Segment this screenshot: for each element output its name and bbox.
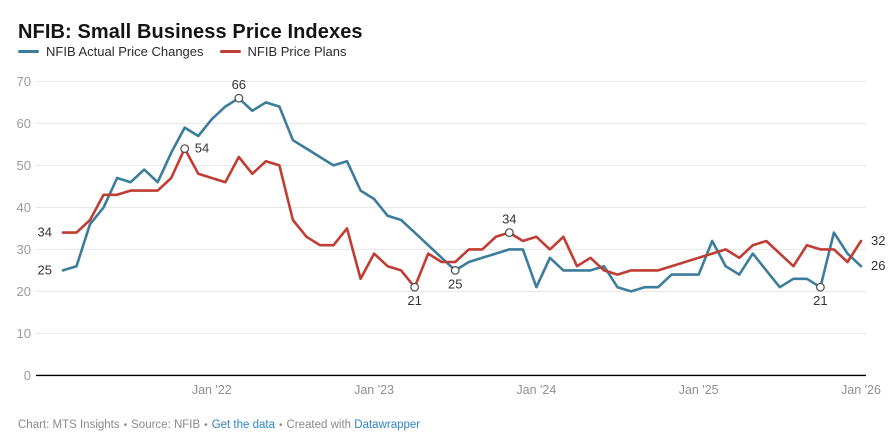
actual-price-changes-line	[61, 96, 863, 293]
y-tick-label: 0	[24, 368, 31, 383]
data-point-label: 54	[195, 141, 209, 156]
legend-label: NFIB Actual Price Changes	[46, 44, 204, 59]
data-point-label: 26	[871, 258, 885, 273]
data-point-marker	[450, 266, 460, 275]
x-tick-label: Jan '26	[841, 383, 881, 397]
data-point-label: 34	[502, 212, 516, 227]
y-tick-label: 10	[17, 326, 31, 341]
footer-created-with: Created with	[286, 419, 352, 431]
x-tick-label: Jan '23	[354, 383, 394, 397]
footer: Chart: MTS Insights • Source: NFIB • Get the…	[18, 419, 420, 431]
x-tick-label: Jan '22	[192, 383, 232, 397]
data-point-marker	[504, 228, 514, 238]
legend-swatch-red	[219, 50, 241, 53]
y-tick-label: 40	[17, 200, 31, 215]
legend-item-actual-price-changes: NFIB Actual Price Changes	[18, 44, 204, 59]
legend-label: NFIB Price Plans	[247, 44, 347, 59]
footer-separator: •	[278, 420, 283, 431]
data-point-marker	[180, 144, 190, 154]
footer-separator: •	[204, 420, 208, 431]
data-point-label: 34	[38, 225, 52, 240]
y-tick-label: 20	[17, 284, 31, 299]
data-point-marker	[234, 93, 244, 103]
footer-credit: Chart: MTS Insights	[18, 419, 120, 431]
data-point-marker	[410, 282, 420, 292]
y-tick-label: 30	[17, 242, 31, 257]
footer-source: Source: NFIB	[131, 419, 201, 431]
data-point-label: 21	[407, 293, 421, 308]
data-point-label: 66	[232, 77, 246, 92]
data-point-label: 25	[448, 276, 462, 291]
data-point-label: 25	[38, 262, 52, 277]
price-plans-line	[61, 147, 863, 289]
y-tick-label: 50	[17, 158, 31, 173]
y-tick-label: 70	[17, 74, 31, 89]
legend-item-price-plans: NFIB Price Plans	[219, 44, 347, 59]
y-tick-label: 60	[17, 116, 31, 131]
x-tick-label: Jan '25	[679, 383, 719, 397]
data-point-label: 32	[871, 233, 885, 248]
footer-separator: •	[123, 420, 128, 431]
page-title: NFIB: Small Business Price Indexes	[18, 21, 363, 44]
datawrapper-link[interactable]: Datawrapper	[354, 419, 421, 431]
legend-swatch-blue	[18, 50, 39, 53]
legend: NFIB Actual Price Changes NFIB Price Pla…	[18, 44, 347, 59]
x-tick-label: Jan '24	[516, 383, 556, 397]
data-point-marker	[816, 282, 825, 292]
get-the-data-link[interactable]: Get the data	[211, 419, 275, 431]
data-point-label: 21	[813, 293, 827, 308]
